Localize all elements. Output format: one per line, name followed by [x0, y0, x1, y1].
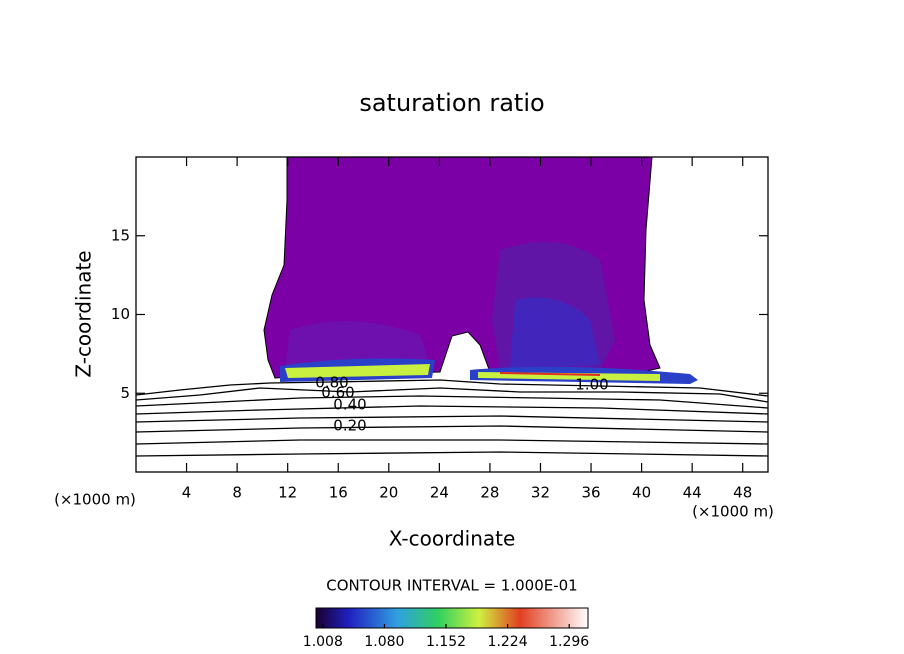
colorbar-tick-label: 1.224: [488, 634, 528, 650]
x-tick-label: 48: [733, 484, 752, 502]
x-tick-label: 8: [232, 484, 242, 502]
contour-label: 0.60: [321, 384, 354, 402]
x-tick-label: 44: [683, 484, 702, 502]
x-unit-label: (×1000 m): [54, 491, 136, 509]
y-tick-label: 5: [120, 384, 130, 402]
colorbar-tick-label: 1.296: [549, 634, 589, 650]
contour-label: 0.80: [315, 374, 348, 392]
colorbar: [315, 607, 589, 629]
contour-interval: CONTOUR INTERVAL = 1.000E-01: [326, 577, 577, 595]
chart-title: saturation ratio: [359, 89, 544, 117]
x-tick-label: 28: [480, 484, 499, 502]
colorbar-tick-label: 1.080: [364, 634, 404, 650]
colorbar-tick-label: 1.008: [303, 634, 343, 650]
x-tick-label: 24: [430, 484, 449, 502]
x-unit-label: (×1000 m): [692, 503, 774, 521]
contour-field: [136, 157, 768, 457]
y-tick-label: 15: [111, 226, 130, 244]
x-tick-label: 4: [182, 484, 192, 502]
x-tick-label: 36: [581, 484, 600, 502]
colorbar-tick-label: 1.152: [426, 634, 466, 650]
y-tick-label: 10: [111, 305, 130, 323]
contour-label: 0.20: [333, 417, 366, 435]
x-tick-label: 16: [329, 484, 348, 502]
x-axis-label: X-coordinate: [389, 527, 516, 551]
y-axis-label: Z-coordinate: [72, 250, 96, 377]
x-tick-label: 12: [278, 484, 297, 502]
x-tick-label: 40: [632, 484, 651, 502]
x-tick-label: 32: [531, 484, 550, 502]
x-tick-label: 20: [379, 484, 398, 502]
contour-label: 0.40: [333, 396, 366, 414]
contour-label: 1.00: [575, 376, 608, 394]
